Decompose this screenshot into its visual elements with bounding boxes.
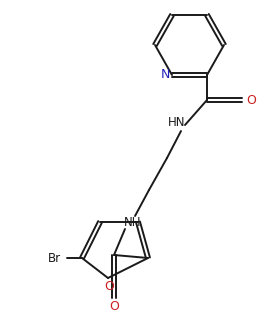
Text: O: O [104, 279, 114, 292]
Text: NH: NH [124, 215, 142, 229]
Text: O: O [109, 301, 119, 314]
Text: Br: Br [48, 251, 61, 264]
Text: N: N [160, 68, 170, 82]
Text: HN: HN [168, 116, 186, 129]
Text: O: O [246, 94, 256, 107]
